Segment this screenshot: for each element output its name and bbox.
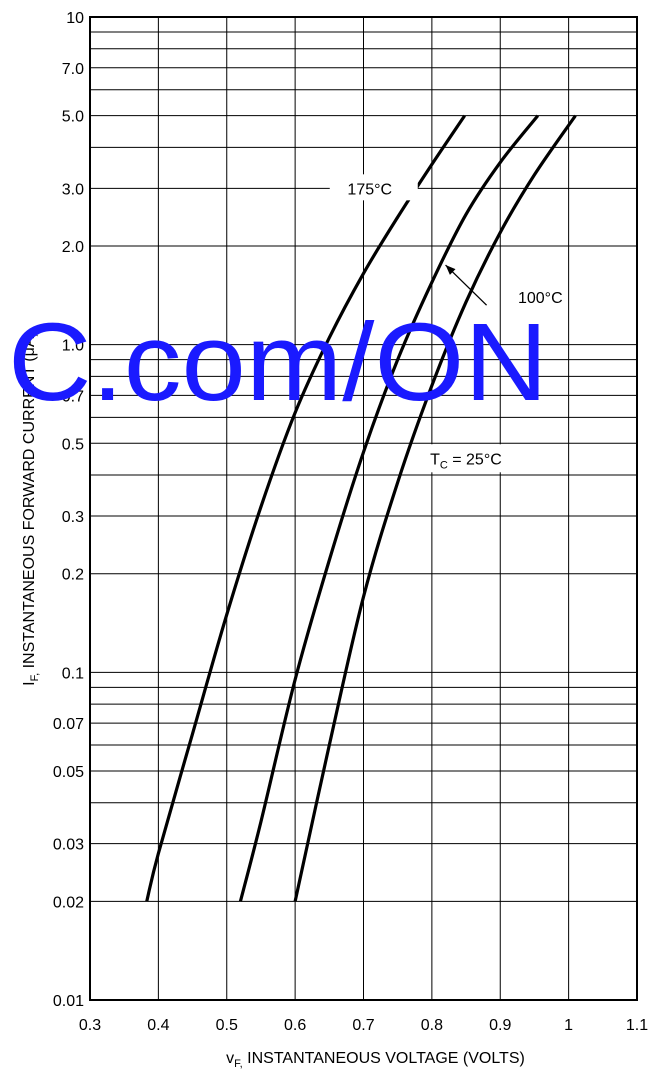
y-axis-title-rest: INSTANTANEOUS FORWARD CURRENT (μA)	[21, 331, 38, 673]
grid	[89, 16, 638, 1001]
y-tick-label: 0.5	[62, 436, 84, 453]
x-tick-label: 1.1	[626, 1017, 648, 1034]
x-tick-label: 0.5	[216, 1017, 238, 1034]
y-tick-label: 7.0	[62, 61, 84, 78]
plot-frame	[89, 16, 638, 1001]
watermark-text: C.com/ON	[8, 301, 548, 424]
y-tick-label: 0.1	[62, 665, 84, 682]
y-axis-title-sub: F,	[29, 673, 41, 682]
y-axis-title-main: I	[21, 681, 38, 685]
x-tick-label: 0.9	[489, 1017, 511, 1034]
x-axis-title: vF, INSTANTANEOUS VOLTAGE (VOLTS)	[226, 1050, 525, 1070]
series-label-25-sub: C	[440, 459, 448, 471]
x-tick-label: 1	[564, 1017, 573, 1034]
y-tick-label: 0.3	[62, 509, 84, 526]
label-box-175	[329, 174, 418, 201]
x-axis-title-sub: F,	[234, 1058, 243, 1070]
series-line-2	[293, 114, 577, 902]
y-tick-label: 0.02	[53, 894, 84, 911]
series-line-1	[238, 114, 540, 902]
y-tick-label: 0.7	[62, 388, 84, 405]
y-tick-label: 5.0	[62, 109, 84, 126]
y-tick-label: 10	[66, 10, 84, 27]
y-tick-labels: 0.01 0.02 0.03 0.05 0.07 0.1 0.2 0.3 0.5 0.7 1.0 2.…	[53, 10, 84, 1010]
series-label-100: 100°C	[518, 290, 563, 307]
x-tick-label: 0.4	[147, 1017, 169, 1034]
y-tick-label: 0.01	[53, 993, 84, 1010]
x-tick-label: 0.3	[79, 1017, 101, 1034]
y-tick-label: 2.0	[62, 239, 84, 256]
annotations: 175°C 100°C TC = 25°C	[329, 174, 563, 473]
series-curves	[145, 114, 577, 902]
y-tick-label: 0.2	[62, 567, 84, 584]
x-tick-labels: 0.3 0.4 0.5 0.6 0.7 0.8 0.9 1 1.1	[79, 1017, 648, 1034]
y-tick-label: 0.03	[53, 837, 84, 854]
y-tick-label: 3.0	[62, 181, 84, 198]
x-tick-label: 0.8	[421, 1017, 443, 1034]
y-tick-label: 0.07	[53, 716, 84, 733]
y-tick-label: 1.0	[62, 338, 84, 355]
series-label-175: 175°C	[347, 181, 392, 198]
x-axis-title-rest: INSTANTANEOUS VOLTAGE (VOLTS)	[243, 1050, 525, 1067]
x-axis-title-main: v	[226, 1050, 234, 1067]
series-label-25: TC = 25°C	[430, 451, 502, 471]
series-line-0	[145, 114, 467, 902]
x-tick-label: 0.6	[284, 1017, 306, 1034]
series-label-25-main: T	[430, 451, 440, 468]
y-axis-title: IF, INSTANTANEOUS FORWARD CURRENT (μA)	[21, 331, 41, 686]
arrow-100-head	[445, 265, 456, 275]
series-label-25-rest: = 25°C	[448, 451, 502, 468]
x-tick-label: 0.7	[352, 1017, 374, 1034]
label-box-25	[426, 444, 535, 473]
y-tick-label: 0.05	[53, 764, 84, 781]
